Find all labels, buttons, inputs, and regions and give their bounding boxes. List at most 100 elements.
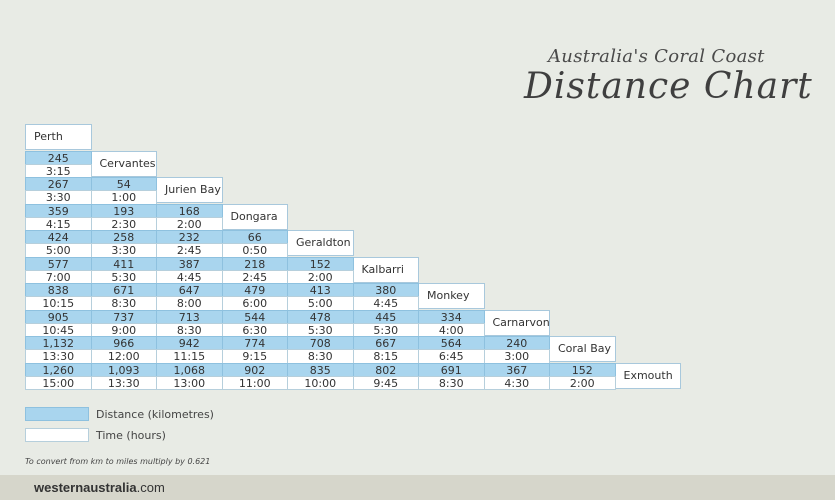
distance-cell: 966 — [90, 336, 157, 351]
distance-cell: 564 — [418, 336, 485, 351]
time-cell: 6:00 — [221, 296, 288, 311]
time-cell: 3:00 — [483, 349, 550, 364]
time-cell: 2:45 — [156, 243, 223, 258]
town-header-cervantes: Cervantes — [90, 150, 157, 177]
town-header-coral-bay: Coral Bay — [549, 336, 616, 362]
town-header-carnarvon: Carnarvon — [483, 309, 550, 336]
distance-cell: 544 — [221, 309, 288, 324]
distance-cell: 232 — [156, 230, 223, 245]
distance-cell: 168 — [156, 203, 223, 218]
distance-cell: 152 — [549, 362, 616, 377]
time-cell: 2:00 — [549, 375, 616, 390]
town-header-jurien-bay: Jurien Bay — [156, 177, 223, 203]
legend-distance-label: Distance (kilometres) — [96, 408, 214, 421]
time-cell: 2:00 — [287, 269, 354, 284]
time-cell: 12:00 — [90, 349, 157, 364]
distance-cell: 1,093 — [90, 362, 157, 377]
time-cell: 4:45 — [352, 296, 419, 311]
distance-cell: 671 — [90, 283, 157, 298]
town-header-kalbarri: Kalbarri — [352, 256, 419, 283]
distance-cell: 424 — [25, 230, 92, 245]
distance-cell: 905 — [25, 309, 92, 324]
distance-cell: 708 — [287, 336, 354, 351]
time-cell: 5:00 — [287, 296, 354, 311]
town-header-dongara: Dongara — [221, 203, 288, 230]
distance-cell: 647 — [156, 283, 223, 298]
time-cell: 2:30 — [90, 216, 157, 231]
footer-bar: westernaustralia.com — [0, 475, 835, 500]
time-cell: 3:15 — [25, 163, 92, 178]
time-cell: 7:00 — [25, 269, 92, 284]
time-cell: 10:00 — [287, 375, 354, 390]
distance-cell: 1,068 — [156, 362, 223, 377]
time-cell: 0:50 — [221, 243, 288, 258]
time-cell: 6:45 — [418, 349, 485, 364]
legend-time-swatch — [25, 428, 89, 442]
time-cell: 8:30 — [418, 375, 485, 390]
chart-title: Distance Chart — [524, 66, 813, 107]
distance-cell: 691 — [418, 362, 485, 377]
distance-cell: 54 — [90, 177, 157, 192]
time-cell: 3:30 — [90, 243, 157, 258]
time-cell: 4:30 — [483, 375, 550, 390]
time-cell: 15:00 — [25, 375, 92, 390]
distance-cell: 942 — [156, 336, 223, 351]
time-cell: 2:00 — [156, 216, 223, 231]
distance-cell: 737 — [90, 309, 157, 324]
chart-subtitle: Australia's Coral Coast — [548, 46, 765, 67]
legend-time-label: Time (hours) — [96, 429, 166, 442]
town-header-perth: Perth — [25, 124, 92, 150]
footer-brand-main: westernaustralia — [34, 480, 137, 495]
time-cell: 5:30 — [352, 322, 419, 337]
distance-cell: 413 — [287, 283, 354, 298]
distance-cell: 1,260 — [25, 362, 92, 377]
time-cell: 5:00 — [25, 243, 92, 258]
time-cell: 8:30 — [287, 349, 354, 364]
time-cell: 11:00 — [221, 375, 288, 390]
time-cell: 9:00 — [90, 322, 157, 337]
footer-brand-suffix: .com — [136, 480, 165, 495]
time-cell: 2:45 — [221, 269, 288, 284]
footer-brand-link[interactable]: westernaustralia.com — [34, 480, 165, 495]
distance-cell: 218 — [221, 256, 288, 271]
distance-cell: 802 — [352, 362, 419, 377]
distance-cell: 359 — [25, 203, 92, 218]
town-header-geraldton: Geraldton — [287, 230, 354, 256]
distance-cell: 152 — [287, 256, 354, 271]
time-cell: 13:30 — [90, 375, 157, 390]
time-cell: 6:30 — [221, 322, 288, 337]
time-cell: 4:45 — [156, 269, 223, 284]
distance-cell: 835 — [287, 362, 354, 377]
time-cell: 8:00 — [156, 296, 223, 311]
legend-distance-swatch — [25, 407, 89, 421]
time-cell: 1:00 — [90, 190, 157, 205]
time-cell: 4:00 — [418, 322, 485, 337]
distance-cell: 193 — [90, 203, 157, 218]
distance-cell: 445 — [352, 309, 419, 324]
distance-cell: 334 — [418, 309, 485, 324]
conversion-note: To convert from km to miles multiply by … — [25, 457, 211, 466]
time-cell: 4:15 — [25, 216, 92, 231]
distance-cell: 479 — [221, 283, 288, 298]
town-header-monkey-mia: Monkey Mia — [418, 283, 485, 326]
distance-cell: 267 — [25, 177, 92, 192]
distance-cell: 1,132 — [25, 336, 92, 351]
distance-cell: 245 — [25, 150, 92, 165]
distance-cell: 387 — [156, 256, 223, 271]
distance-cell: 667 — [352, 336, 419, 351]
distance-cell: 380 — [352, 283, 419, 298]
time-cell: 5:30 — [287, 322, 354, 337]
time-cell: 9:15 — [221, 349, 288, 364]
time-cell: 5:30 — [90, 269, 157, 284]
time-cell: 11:15 — [156, 349, 223, 364]
distance-cell: 411 — [90, 256, 157, 271]
distance-cell: 838 — [25, 283, 92, 298]
distance-cell: 577 — [25, 256, 92, 271]
distance-cell: 478 — [287, 309, 354, 324]
distance-cell: 713 — [156, 309, 223, 324]
time-cell: 13:30 — [25, 349, 92, 364]
time-cell: 10:15 — [25, 296, 92, 311]
distance-cell: 367 — [483, 362, 550, 377]
time-cell: 8:15 — [352, 349, 419, 364]
distance-cell: 66 — [221, 230, 288, 245]
